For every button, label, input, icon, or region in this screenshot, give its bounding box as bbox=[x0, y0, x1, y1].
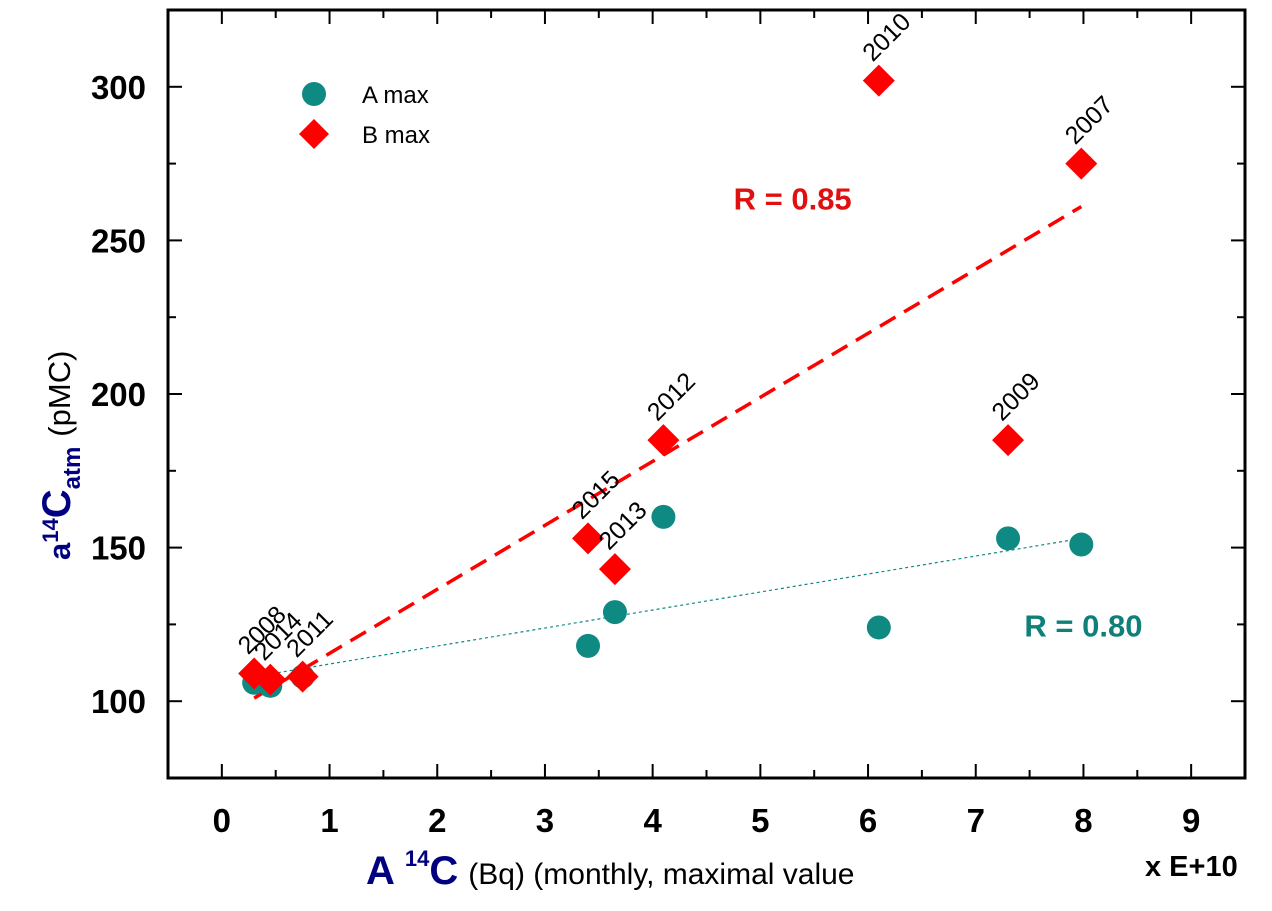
x-tick-label: 4 bbox=[643, 802, 662, 839]
fit-line-a-max bbox=[254, 537, 1082, 678]
y-axis-label-sub: atm bbox=[59, 447, 86, 490]
y-axis-label-prefix: a bbox=[42, 542, 77, 560]
x-axis-multiplier: x E+10 bbox=[1145, 851, 1238, 883]
legend-entry-label: A max bbox=[362, 82, 429, 109]
legend: A max B max bbox=[299, 82, 430, 149]
x-tick-label: 2 bbox=[428, 802, 446, 839]
point-a-max bbox=[576, 633, 601, 658]
legend-marker-diamond bbox=[299, 119, 329, 149]
marker-layer bbox=[238, 64, 1098, 698]
fit-layer bbox=[253, 205, 1083, 700]
point-b-max bbox=[992, 424, 1025, 457]
point-b-max bbox=[598, 553, 631, 586]
axis-layer: 0 1 2 3 4 5 6 7 8 9 100 150 200 250 300 bbox=[91, 8, 1247, 839]
x-tick-label: 9 bbox=[1182, 802, 1200, 839]
legend-entry-label: B max bbox=[362, 122, 430, 149]
point-b-max bbox=[572, 522, 605, 555]
y-axis-label-sup: 14 bbox=[38, 518, 63, 543]
x-tick-label: 7 bbox=[967, 802, 985, 839]
point-b-max bbox=[862, 64, 895, 97]
y-tick-label: 200 bbox=[91, 376, 146, 413]
x-axis-label-element: C bbox=[429, 849, 458, 893]
point-b-max bbox=[286, 660, 319, 693]
x-axis-label: A 14C (Bq) (monthly, maximal value bbox=[366, 846, 855, 893]
x-tick-label: 6 bbox=[859, 802, 877, 839]
point-b-max bbox=[254, 663, 287, 696]
point-b-max bbox=[647, 424, 680, 457]
x-tick-label: 3 bbox=[536, 802, 554, 839]
y-axis-label: a14Catm (pMC) bbox=[35, 351, 86, 560]
point-year-label: 2010 bbox=[857, 8, 916, 67]
x-tick-label: 8 bbox=[1074, 802, 1092, 839]
fit-line-b-max bbox=[253, 205, 1083, 700]
y-axis-label-element: C bbox=[35, 489, 79, 518]
y-axis-label-rest: (pMC) bbox=[42, 351, 77, 437]
y-tick-label: 100 bbox=[91, 683, 146, 720]
x-axis-label-main: A bbox=[366, 849, 395, 893]
fit-r-label: R = 0.85 bbox=[734, 182, 852, 217]
point-a-max bbox=[1069, 532, 1094, 557]
x-tick-label: 1 bbox=[320, 802, 338, 839]
y-tick-label: 250 bbox=[91, 222, 146, 259]
x-axis-label-rest: (Bq) (monthly, maximal value bbox=[468, 858, 854, 891]
point-a-max bbox=[651, 504, 676, 529]
point-a-max bbox=[602, 600, 627, 625]
point-year-label: 2007 bbox=[1060, 91, 1119, 150]
point-year-label: 2009 bbox=[987, 367, 1046, 426]
point-a-max bbox=[996, 526, 1021, 551]
x-axis-label-sup: 14 bbox=[405, 846, 430, 871]
y-tick-label: 150 bbox=[91, 530, 146, 567]
legend-marker-circle bbox=[302, 82, 326, 106]
point-b-max bbox=[1065, 147, 1098, 180]
y-tick-label: 300 bbox=[91, 69, 146, 106]
point-a-max bbox=[866, 615, 891, 640]
point-year-label: 2012 bbox=[642, 367, 701, 426]
fit-r-label: R = 0.80 bbox=[1024, 609, 1142, 644]
x-tick-label: 0 bbox=[213, 802, 231, 839]
x-tick-label: 5 bbox=[751, 802, 769, 839]
